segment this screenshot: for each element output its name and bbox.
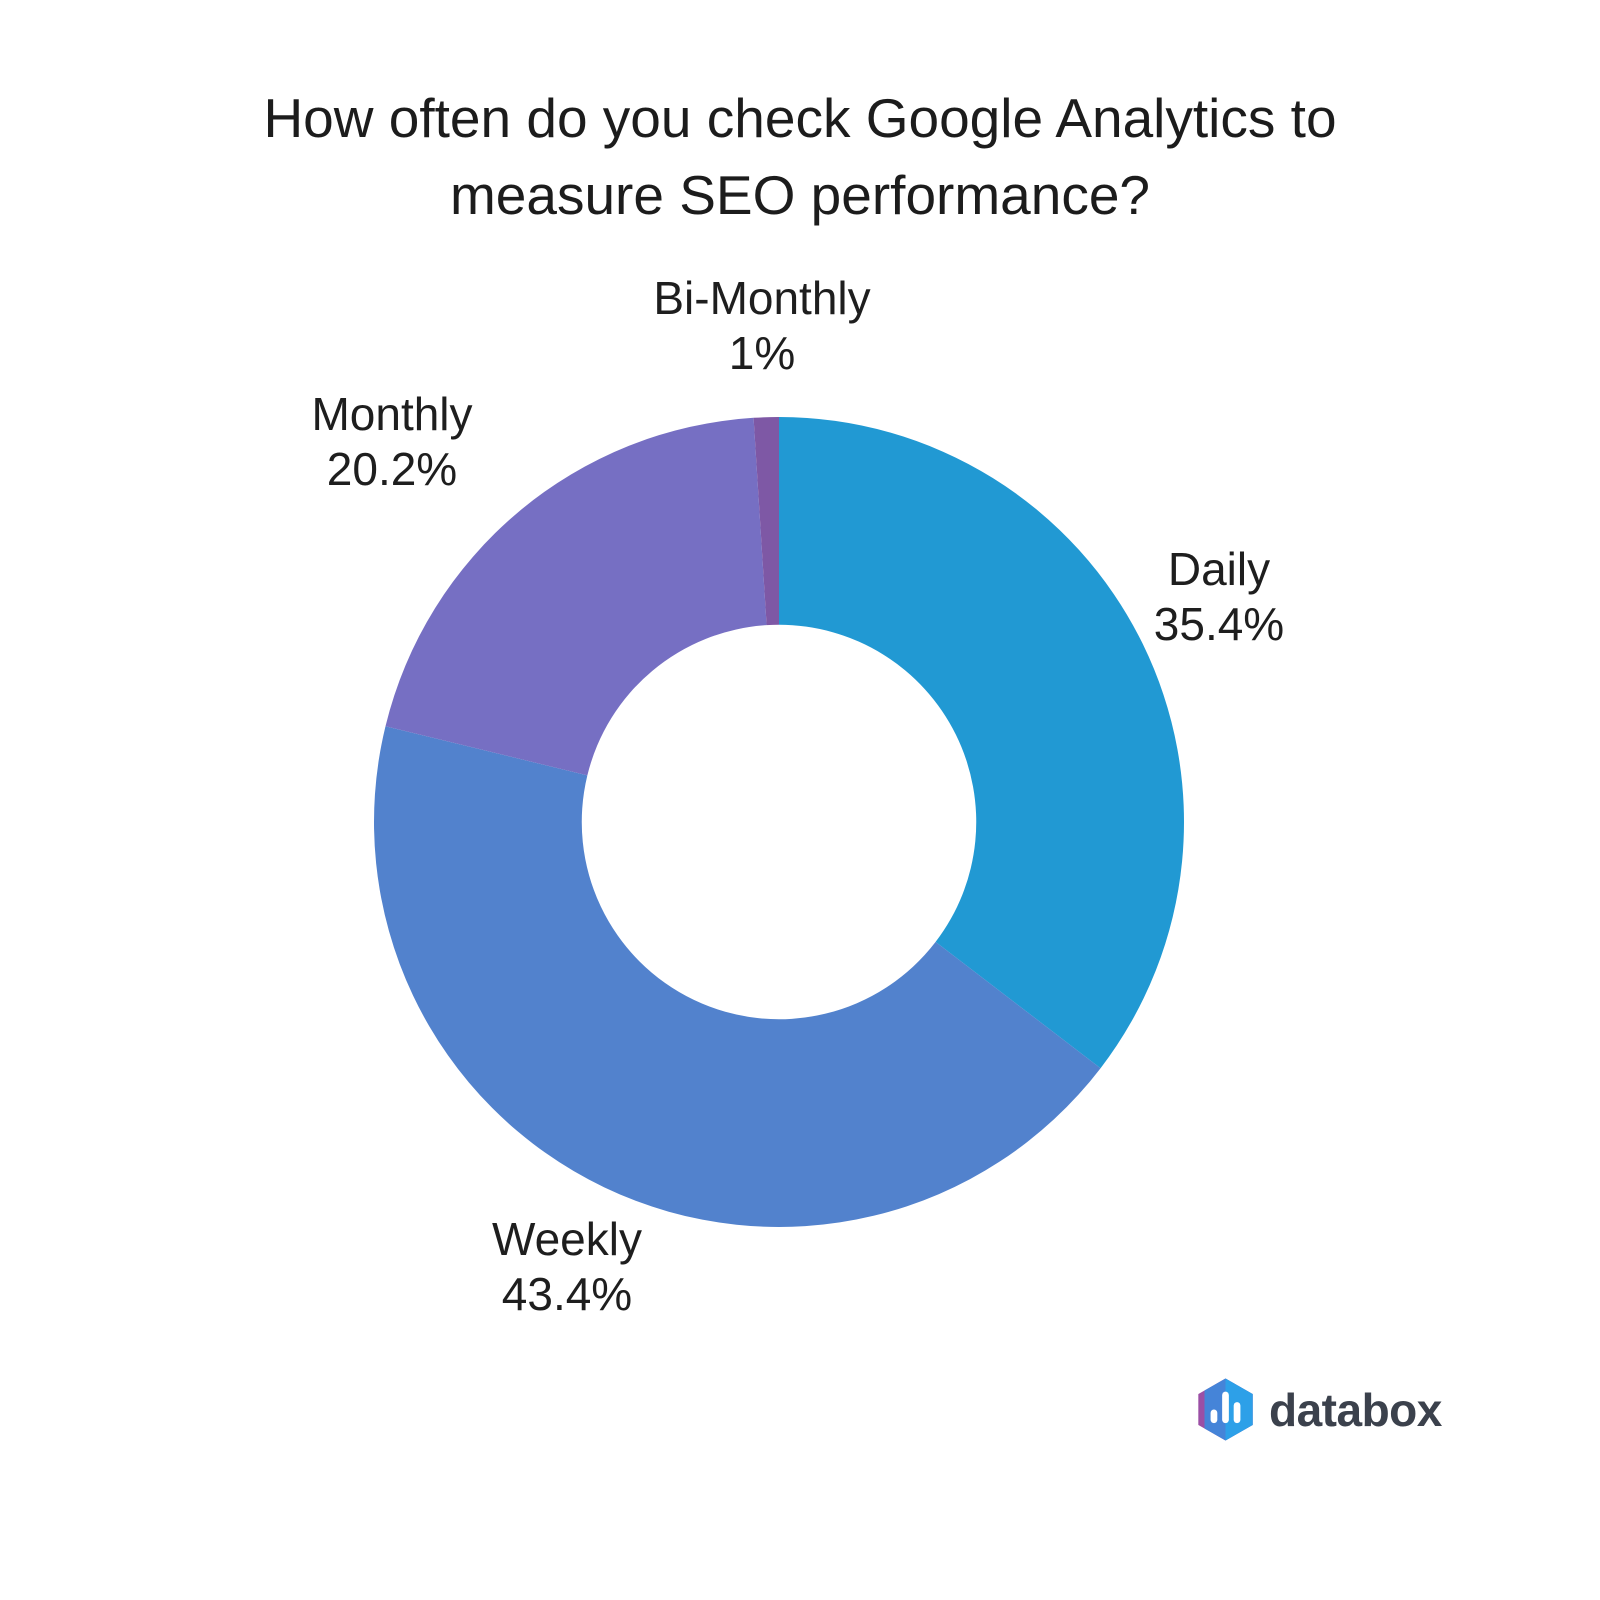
donut-slice-daily bbox=[779, 417, 1185, 1069]
donut-slice-bi-monthly bbox=[753, 417, 779, 626]
donut-slice-monthly bbox=[385, 417, 767, 776]
chart-title: How often do you check Google Analytics … bbox=[263, 87, 1337, 226]
databox-hexagon-bar-chart-icon bbox=[1198, 1378, 1253, 1441]
slice-label-monthly: Monthly 20.2% bbox=[212, 387, 572, 497]
logo-bar-tall bbox=[1222, 1391, 1229, 1424]
slice-label-bi-monthly: Bi-Monthly 1% bbox=[582, 271, 942, 381]
slice-pct-text: 35.4% bbox=[1153, 598, 1285, 650]
databox-wordmark: databox bbox=[1269, 1383, 1442, 1436]
slice-pct-text: 43.4% bbox=[501, 1268, 633, 1320]
slice-label-daily: Daily 35.4% bbox=[1039, 542, 1399, 652]
slice-pct-text: 1% bbox=[728, 327, 796, 379]
slice-label-text: Daily bbox=[1167, 543, 1271, 595]
slice-label-text: Bi-Monthly bbox=[653, 272, 871, 324]
logo-bar-medium bbox=[1233, 1402, 1241, 1424]
databox-logo: databox bbox=[1195, 1378, 1442, 1441]
slice-label-text: Weekly bbox=[492, 1213, 642, 1265]
slice-pct-text: 20.2% bbox=[326, 443, 458, 495]
slice-label-text: Monthly bbox=[311, 388, 473, 440]
slice-label-weekly: Weekly 43.4% bbox=[387, 1212, 747, 1322]
logo-bar-small bbox=[1210, 1409, 1218, 1424]
donut-slice-weekly bbox=[374, 726, 1101, 1228]
